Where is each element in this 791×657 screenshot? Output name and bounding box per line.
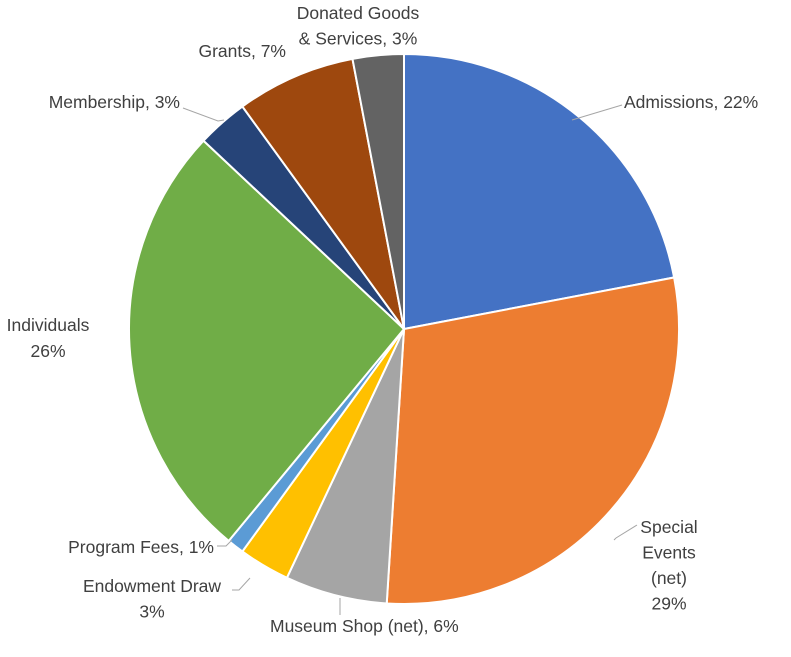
data-label-line: Museum Shop (net), 6% (270, 616, 459, 636)
data-label-line: Grants, 7% (198, 41, 286, 61)
data-label-line: Individuals (7, 315, 90, 335)
pie-slice-donated-goods-services (351, 52, 405, 330)
leader-line (571, 104, 623, 121)
data-label-line: Events (642, 542, 696, 562)
pie-slice-grants (240, 57, 405, 330)
data-label-line: 29% (651, 593, 686, 613)
data-label: Program Fees, 1% (68, 537, 214, 557)
pie-slice-special-events-net (385, 276, 680, 605)
data-label-line: (net) (651, 568, 687, 588)
leader-line (232, 577, 251, 591)
leader-line (217, 539, 233, 547)
data-label: Endowment Draw 3% (83, 576, 221, 622)
data-label-line: 26% (30, 341, 65, 361)
data-label: Special Events (net) 29% (640, 517, 697, 614)
data-label-line: Admissions, 22% (624, 92, 758, 112)
data-label: Individuals 26% (7, 315, 90, 361)
data-label: Admissions, 22% (624, 92, 758, 112)
data-label: Donated Goods & Services, 3% (297, 3, 420, 49)
leader-line (182, 107, 225, 122)
leader-line (613, 524, 638, 541)
data-label: Grants, 7% (198, 41, 286, 61)
data-label-line: 3% (139, 601, 164, 621)
data-labels: Admissions, 22% Special Events (net) 29% Muse… (7, 3, 759, 636)
pie-slice-individuals (128, 139, 406, 543)
data-label-line: Special (640, 517, 697, 537)
data-label-line: Endowment Draw (83, 576, 221, 596)
data-label-line: Donated Goods (297, 3, 420, 23)
pie-slices (128, 52, 680, 605)
data-label-line: & Services, 3% (299, 28, 418, 48)
pie-slice-admissions (403, 52, 676, 331)
data-label-line: Program Fees, 1% (68, 537, 214, 557)
data-label-line: Membership, 3% (49, 92, 180, 112)
leader-lines (182, 104, 638, 615)
data-label: Membership, 3% (49, 92, 180, 112)
data-label: Museum Shop (net), 6% (270, 616, 459, 636)
